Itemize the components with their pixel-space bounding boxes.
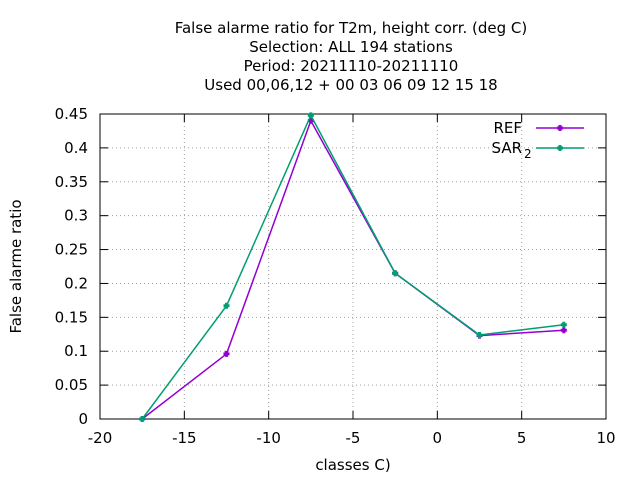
series-1-point [139, 416, 146, 422]
legend: REF SAR 2 [492, 119, 584, 161]
series-0-point [557, 125, 563, 131]
series-1-point [223, 302, 230, 309]
grid [100, 114, 606, 419]
series [139, 112, 567, 422]
x-tick-label: -20 [88, 429, 113, 447]
series-1-point [557, 145, 563, 151]
series-1-point [560, 321, 567, 328]
legend-label: REF [493, 119, 522, 137]
y-tick-label: 0.2 [64, 274, 88, 292]
series-1-point [476, 331, 483, 338]
y-axis-label: False alarme ratio [7, 199, 25, 333]
y-tick-label: 0.4 [64, 139, 88, 157]
title-line: Selection: ALL 194 stations [249, 38, 453, 56]
series-1-point [307, 112, 314, 119]
title-line: Used 00,06,12 + 00 03 06 09 12 15 18 [204, 76, 497, 94]
x-tick-label: -10 [256, 429, 281, 447]
y-tick-label: 0 [78, 410, 88, 428]
series-1-point [392, 270, 399, 277]
series-0-line [141, 118, 564, 420]
x-axis-label: classes C) [315, 456, 390, 474]
x-tick-label: -5 [346, 429, 361, 447]
y-tick-label: 0.3 [64, 207, 88, 225]
y-tick-label: 0.15 [55, 308, 88, 326]
legend-label: SAR [492, 139, 522, 157]
x-tick-label: 5 [517, 429, 527, 447]
y-tick-label: 0.25 [55, 241, 88, 259]
series-1-line [141, 113, 564, 420]
y-tick-label: 0.45 [55, 105, 88, 123]
x-tick-label: 0 [433, 429, 443, 447]
series-0-point [223, 350, 230, 357]
y-tick-label: 0.1 [64, 342, 88, 360]
y-tick-label: 0.05 [55, 376, 88, 394]
x-tick-label: -15 [172, 429, 197, 447]
title-line: Period: 20211110-20211110 [244, 57, 459, 75]
title-line: False alarme ratio for T2m, height corr.… [175, 19, 528, 37]
y-tick-label: 0.35 [55, 173, 88, 191]
x-tick-label: 10 [596, 429, 615, 447]
chart-title: False alarme ratio for T2m, height corr.… [175, 19, 528, 94]
axis-ticks: 0 0.05 0.1 0.15 0.2 0.25 0.3 0.35 0.4 0.45 -20 -15 -… [55, 105, 616, 447]
legend-label-subscript: 2 [524, 147, 532, 161]
series-0-point [560, 327, 567, 334]
